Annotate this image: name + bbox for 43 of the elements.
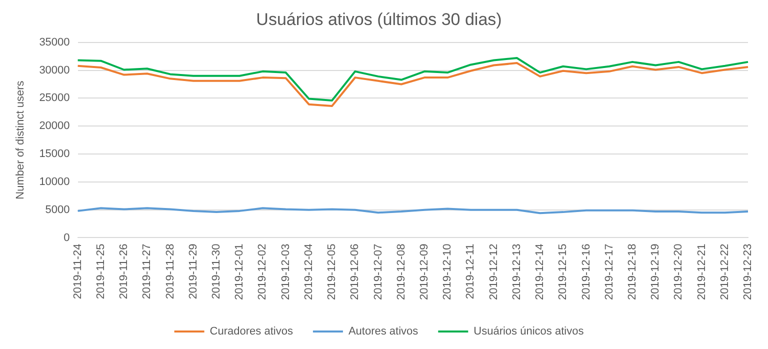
x-tick-label: 2019-12-12 <box>488 244 500 300</box>
y-tick-label: 35000 <box>39 36 70 48</box>
x-tick-label: 2019-12-14 <box>534 244 546 300</box>
y-tick-label: 15000 <box>39 148 70 160</box>
legend-label: Usuários únicos ativos <box>474 326 584 338</box>
x-tick-label: 2019-12-18 <box>626 244 638 300</box>
x-tick-label: 2019-12-09 <box>418 244 430 300</box>
x-tick-label: 2019-12-02 <box>256 244 269 300</box>
x-tick-label: 2019-12-22 <box>718 244 731 300</box>
x-tick-label: 2019-12-04 <box>302 244 315 300</box>
x-tick-label: 2019-12-08 <box>395 244 408 300</box>
y-tick-label: 10000 <box>39 176 70 188</box>
y-tick-label: 5000 <box>45 204 70 216</box>
y-tick-label: 20000 <box>39 120 70 132</box>
legend-label: Curadores ativos <box>210 326 294 338</box>
x-tick-label: 2019-12-13 <box>510 244 523 300</box>
x-tick-label: 2019-12-05 <box>326 244 338 300</box>
x-tick-label: 2019-12-15 <box>557 244 570 300</box>
y-axis-title: Number of distinct users <box>14 80 27 200</box>
x-tick-label: 2019-11-27 <box>141 244 154 300</box>
x-tick-label: 2019-12-16 <box>580 244 592 300</box>
chart-title: Usuários ativos (últimos 30 dias) <box>256 10 502 29</box>
x-tick-label: 2019-11-26 <box>118 244 130 300</box>
x-tick-label: 2019-11-30 <box>210 244 222 300</box>
x-tick-label: 2019-11-28 <box>164 244 176 300</box>
x-tick-label: 2019-11-25 <box>94 244 107 300</box>
x-tick-label: 2019-12-19 <box>650 244 662 300</box>
legend-label: Autores ativos <box>348 326 419 338</box>
x-tick-label: 2019-12-03 <box>280 244 292 300</box>
x-tick-label: 2019-11-29 <box>187 244 200 300</box>
x-tick-label: 2019-12-07 <box>372 244 384 300</box>
x-tick-label: 2019-12-20 <box>672 244 685 300</box>
x-tick-label: 2019-12-10 <box>442 244 454 300</box>
x-tick-label: 2019-12-11 <box>464 244 477 300</box>
x-tick-label: 2019-12-17 <box>603 244 616 300</box>
y-tick-label: 30000 <box>39 64 70 76</box>
x-tick-label: 2019-12-01 <box>234 244 246 300</box>
x-tick-label: 2019-12-06 <box>349 244 362 300</box>
x-tick-label: 2019-11-24 <box>72 244 84 300</box>
y-tick-label: 25000 <box>39 92 70 104</box>
x-tick-label: 2019-12-23 <box>742 244 754 300</box>
x-tick-label: 2019-12-21 <box>696 244 708 300</box>
y-tick-label: 0 <box>64 232 70 244</box>
